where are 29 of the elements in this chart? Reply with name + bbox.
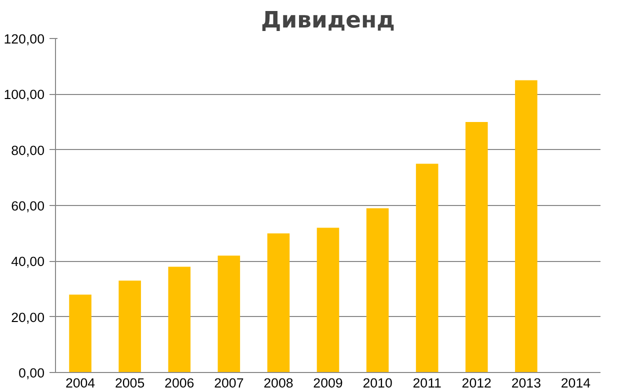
y-tick-label: 0,00 <box>18 366 45 380</box>
bar <box>515 80 538 372</box>
x-tick-label: 2007 <box>214 376 244 390</box>
bar <box>465 122 488 372</box>
bar <box>267 233 290 372</box>
y-tick-label: 100,00 <box>4 87 44 102</box>
x-tick-label: 2012 <box>462 376 492 390</box>
bar <box>69 294 92 372</box>
chart-title: Дивиденд <box>261 8 395 34</box>
x-tick-label: 2010 <box>362 376 392 390</box>
bar <box>118 280 141 372</box>
bar <box>218 256 240 372</box>
x-tick-label: 2009 <box>313 376 343 390</box>
bar <box>366 208 389 372</box>
bar <box>316 228 340 372</box>
y-tick-label: 40,00 <box>11 254 45 270</box>
y-tick-label: 20,00 <box>11 310 45 325</box>
x-tick-label: 2013 <box>511 376 542 390</box>
x-tick-label: 2004 <box>65 376 96 390</box>
bar <box>416 164 438 372</box>
x-tick-label: 2005 <box>114 376 145 390</box>
y-tick-label: 60,00 <box>11 198 45 214</box>
bar <box>168 266 191 372</box>
x-tick-label: 2014 <box>560 376 592 390</box>
y-tick-label: 120,00 <box>4 32 44 46</box>
x-tick-label: 2011 <box>412 376 442 390</box>
x-tick-label: 2006 <box>164 376 194 390</box>
y-tick-label: 80,00 <box>11 142 45 158</box>
x-tick-label: 2008 <box>264 376 294 390</box>
